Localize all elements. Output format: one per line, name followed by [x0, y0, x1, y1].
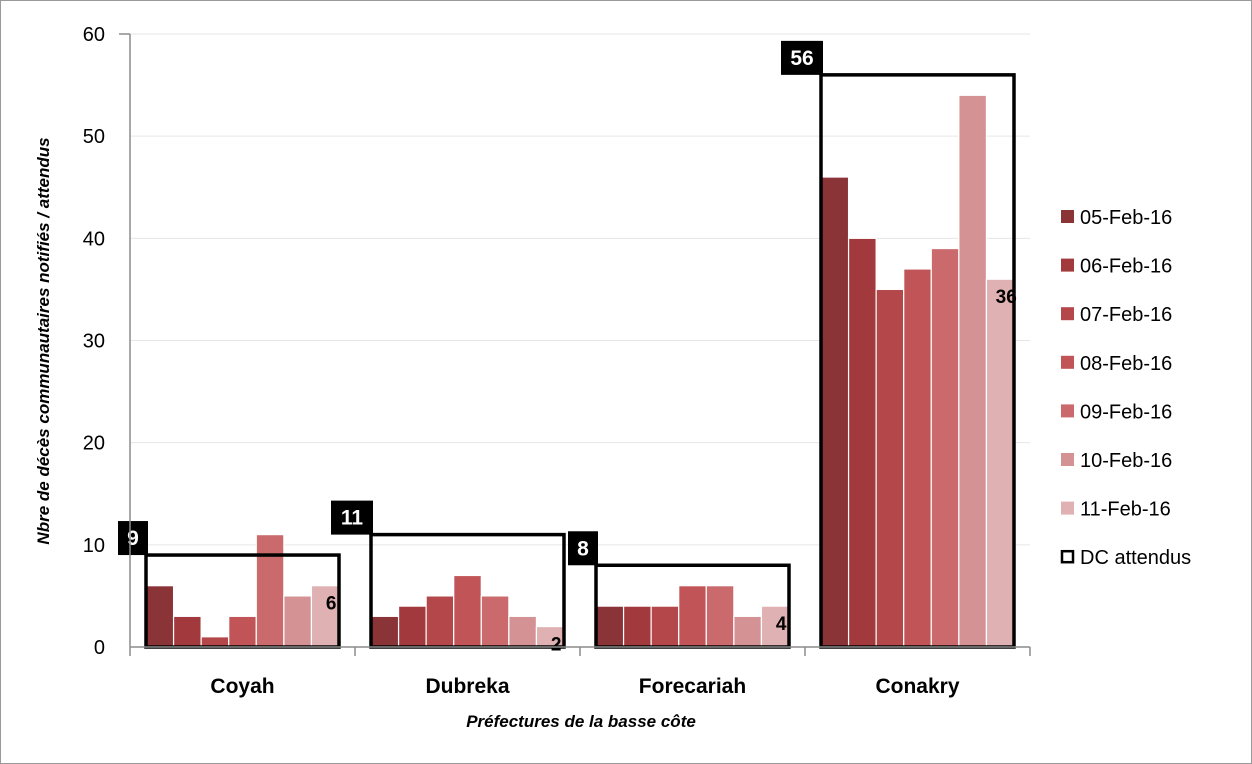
legend-item: 11-Feb-16	[1061, 499, 1171, 521]
legend-label: 08-Feb-16	[1080, 353, 1172, 375]
data-label: 4	[776, 614, 787, 635]
bar-06-Feb-16	[172, 615, 202, 648]
bar-11-Feb-16	[985, 278, 1015, 648]
y-axis-tick-labels: 0 10 20 30 40 50 60	[83, 24, 105, 659]
category-label: Dubreka	[425, 675, 509, 698]
expected-label: 9	[127, 527, 139, 550]
category-label: Forecariah	[639, 675, 746, 698]
data-label: 36	[996, 287, 1017, 308]
legend-item-expected: DC attendus	[1060, 547, 1191, 569]
y-tick-label: 30	[83, 331, 105, 353]
legend-swatch	[1061, 258, 1074, 272]
bar-09-Feb-16	[930, 247, 960, 648]
bar-06-Feb-16	[847, 237, 877, 648]
bar-05-Feb-16	[370, 615, 400, 648]
y-tick-label: 20	[83, 433, 105, 455]
legend-label: 09-Feb-16	[1080, 401, 1172, 423]
bar-10-Feb-16	[508, 615, 538, 648]
bar-09-Feb-16	[255, 534, 285, 648]
expected-label: 8	[577, 537, 589, 560]
legend-swatch	[1061, 404, 1074, 418]
legend-item: 10-Feb-16	[1061, 450, 1172, 472]
expected-label-bg	[568, 531, 598, 566]
x-axis-title: Préfectures de la basse côte	[466, 712, 696, 731]
bar-group-coyah: 6	[145, 534, 340, 648]
bar-06-Feb-16	[622, 605, 652, 648]
bar-05-Feb-16	[820, 176, 850, 648]
legend-item: 06-Feb-16	[1061, 256, 1172, 278]
y-tick-label: 60	[83, 24, 105, 46]
y-tick-label: 0	[94, 637, 105, 659]
bar-07-Feb-16	[650, 605, 680, 648]
y-axis-title: Nbre de décès communautaires notifiés / …	[34, 137, 53, 544]
bar-08-Feb-16	[228, 615, 257, 648]
category-labels: Coyah Dubreka Forecariah Conakry	[210, 675, 959, 698]
category-label: Conakry	[875, 675, 959, 698]
expected-label: 56	[790, 47, 813, 70]
y-tick-label: 40	[83, 228, 105, 250]
expected-label-bg	[781, 40, 823, 75]
bar-05-Feb-16	[595, 605, 625, 648]
y-tick-label: 10	[83, 535, 105, 557]
legend-swatch	[1061, 453, 1074, 466]
legend-swatch	[1060, 549, 1075, 564]
legend-item: 08-Feb-16	[1061, 353, 1172, 375]
axes	[119, 33, 1031, 656]
bar-09-Feb-16	[705, 585, 735, 648]
bar-09-Feb-16	[480, 595, 510, 648]
legend-swatch	[1061, 210, 1074, 223]
legend-label: 05-Feb-16	[1080, 207, 1172, 229]
legend-label: DC attendus	[1080, 547, 1191, 569]
y-tick-label: 50	[83, 126, 105, 148]
legend-label: 11-Feb-16	[1080, 499, 1171, 521]
expected-label-bg	[118, 521, 148, 556]
legend-swatch	[1061, 501, 1074, 515]
legend-label: 07-Feb-16	[1080, 304, 1172, 326]
bar-group-forecariah: 4	[595, 585, 790, 648]
legend-swatch	[1061, 355, 1074, 369]
category-label: Coyah	[210, 675, 274, 698]
legend-item: 07-Feb-16	[1061, 304, 1172, 326]
bar-07-Feb-16	[425, 595, 455, 648]
bar-08-Feb-16	[903, 268, 932, 648]
expected-label: 11	[341, 507, 364, 530]
legend: 05-Feb-16 06-Feb-16 07-Feb-16 08-Feb-16 09-F…	[1060, 207, 1191, 569]
legend-item: 05-Feb-16	[1061, 207, 1172, 229]
data-label: 2	[551, 635, 562, 656]
bar-11-Feb-16	[760, 605, 790, 648]
bar-10-Feb-16	[733, 615, 763, 648]
legend-label: 10-Feb-16	[1080, 450, 1172, 472]
legend-item: 09-Feb-16	[1061, 401, 1172, 423]
bar-10-Feb-16	[283, 595, 313, 648]
bar-06-Feb-16	[397, 605, 427, 648]
legend-label: 06-Feb-16	[1080, 256, 1172, 278]
bar-08-Feb-16	[453, 574, 482, 648]
bar-groups: 6 2 4 36	[145, 94, 1017, 656]
bar-05-Feb-16	[145, 585, 175, 648]
bar-07-Feb-16	[875, 288, 905, 648]
legend-swatch	[1061, 307, 1074, 321]
data-label: 6	[326, 594, 337, 615]
bar-group-dubreka: 2	[370, 574, 565, 656]
expected-label-bg	[331, 500, 373, 535]
bar-group-conakry: 36	[820, 94, 1017, 648]
bar-10-Feb-16	[958, 94, 988, 648]
bar-08-Feb-16	[678, 585, 707, 648]
